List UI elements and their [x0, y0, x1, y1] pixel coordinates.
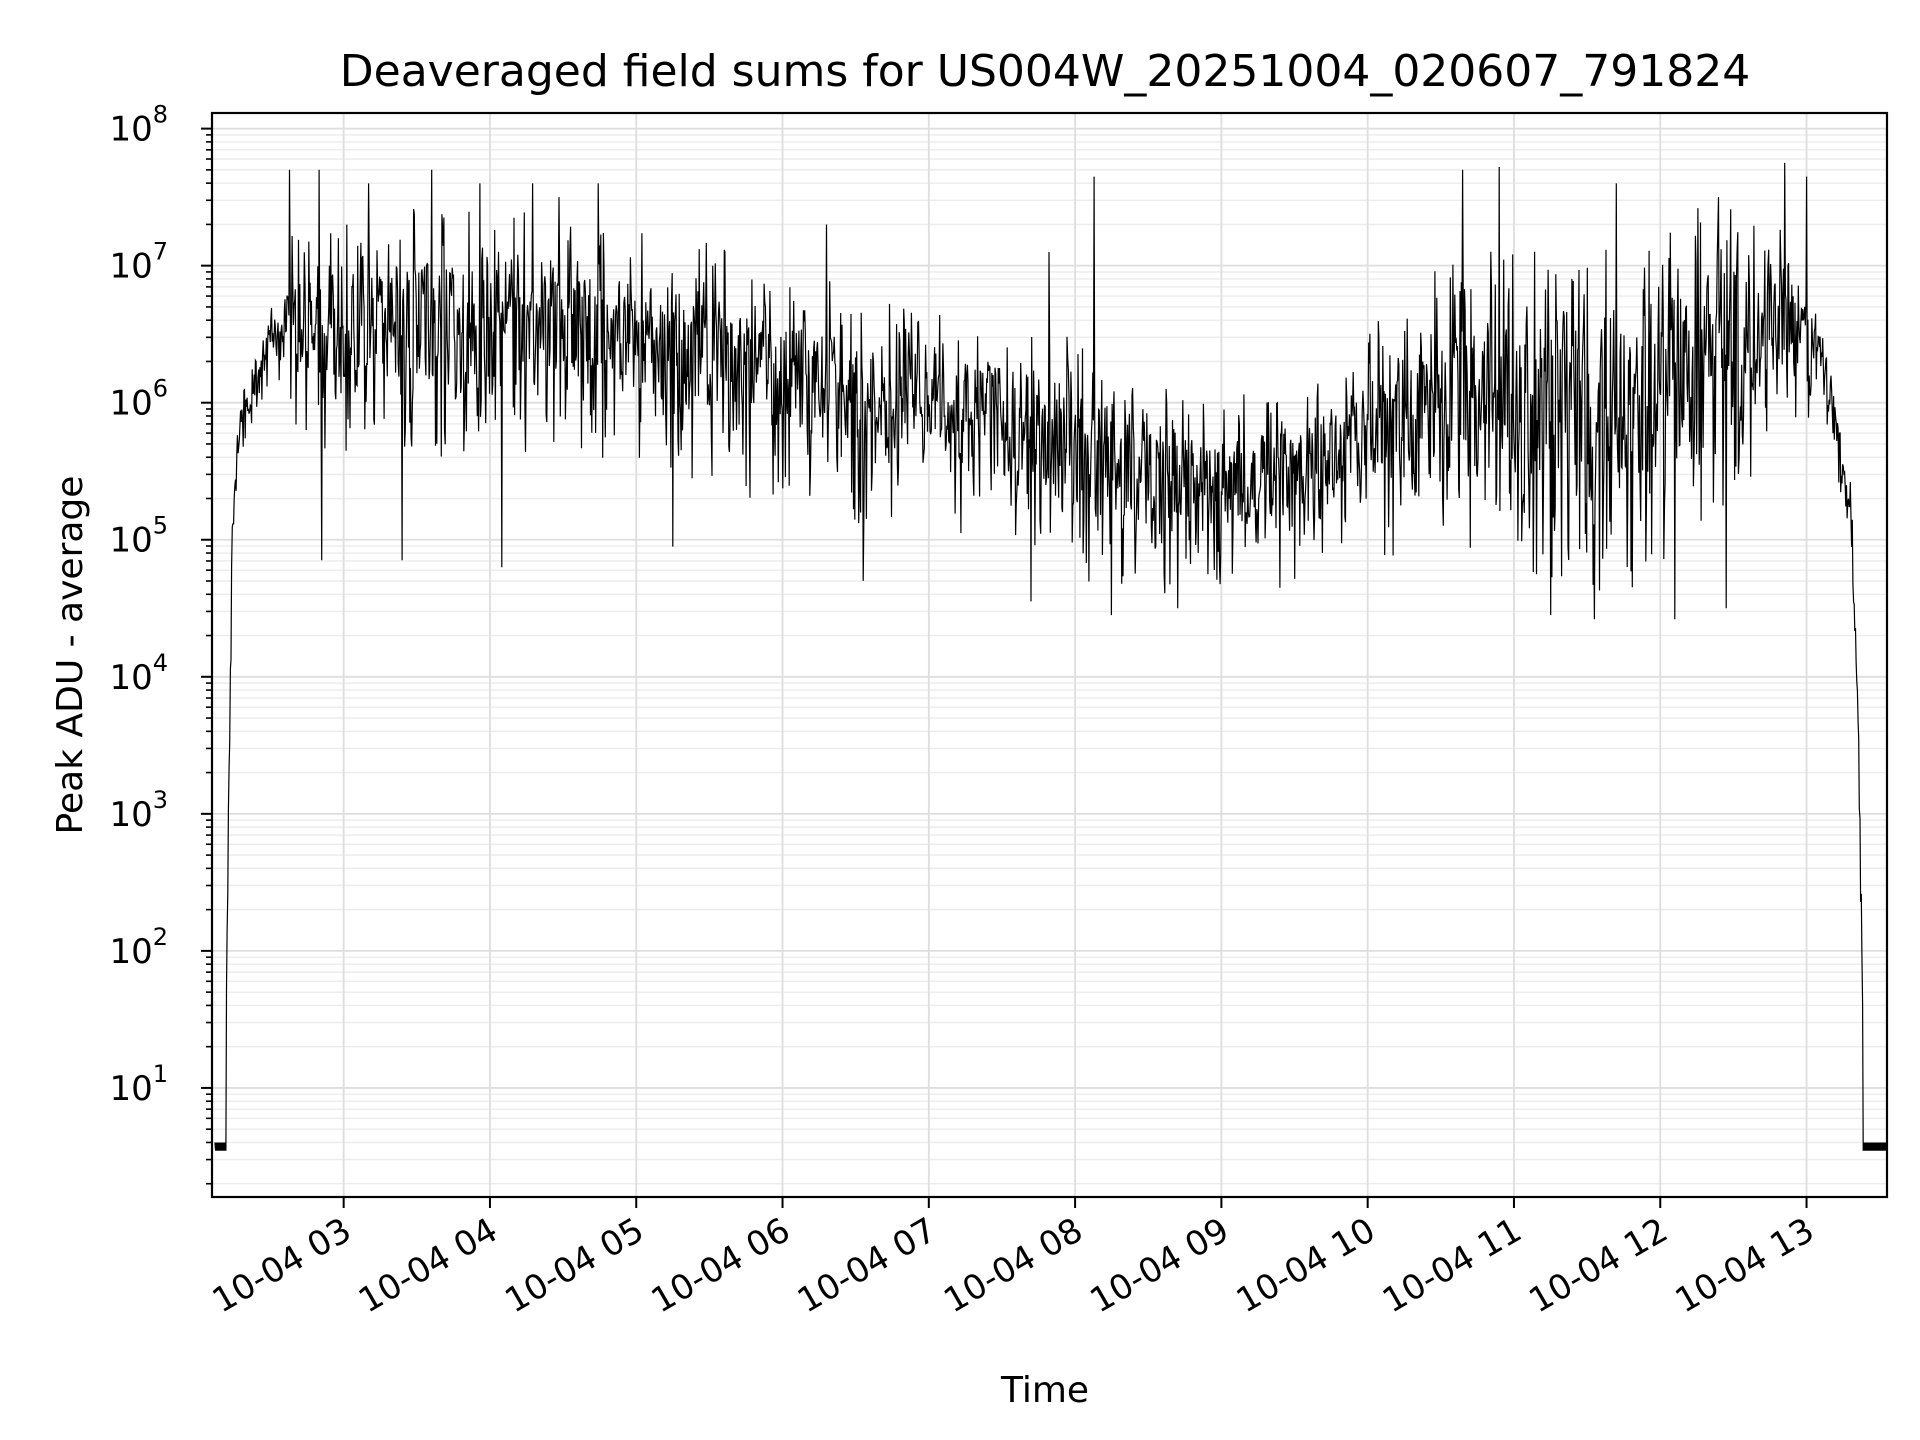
y-tick-label: 108 [109, 101, 168, 150]
y-tick-label: 103 [109, 786, 168, 835]
y-tick-label: 105 [109, 512, 168, 561]
series-line [214, 162, 1888, 1151]
plot-frame [210, 111, 1889, 1199]
y-tick-label: 104 [109, 649, 168, 698]
y-tick-label: 107 [109, 238, 168, 287]
series-layer [214, 162, 1888, 1151]
y-axis-label: Peak ADU - average [50, 476, 91, 835]
grid-lines [212, 113, 1887, 1197]
y-tick-label: 102 [109, 923, 168, 972]
y-tick-label: 101 [109, 1060, 168, 1109]
chart-title: Deaveraged field sums for US004W_2025100… [340, 46, 1751, 97]
y-tick-label: 106 [109, 375, 168, 424]
x-axis-label: Time [1000, 1370, 1089, 1411]
